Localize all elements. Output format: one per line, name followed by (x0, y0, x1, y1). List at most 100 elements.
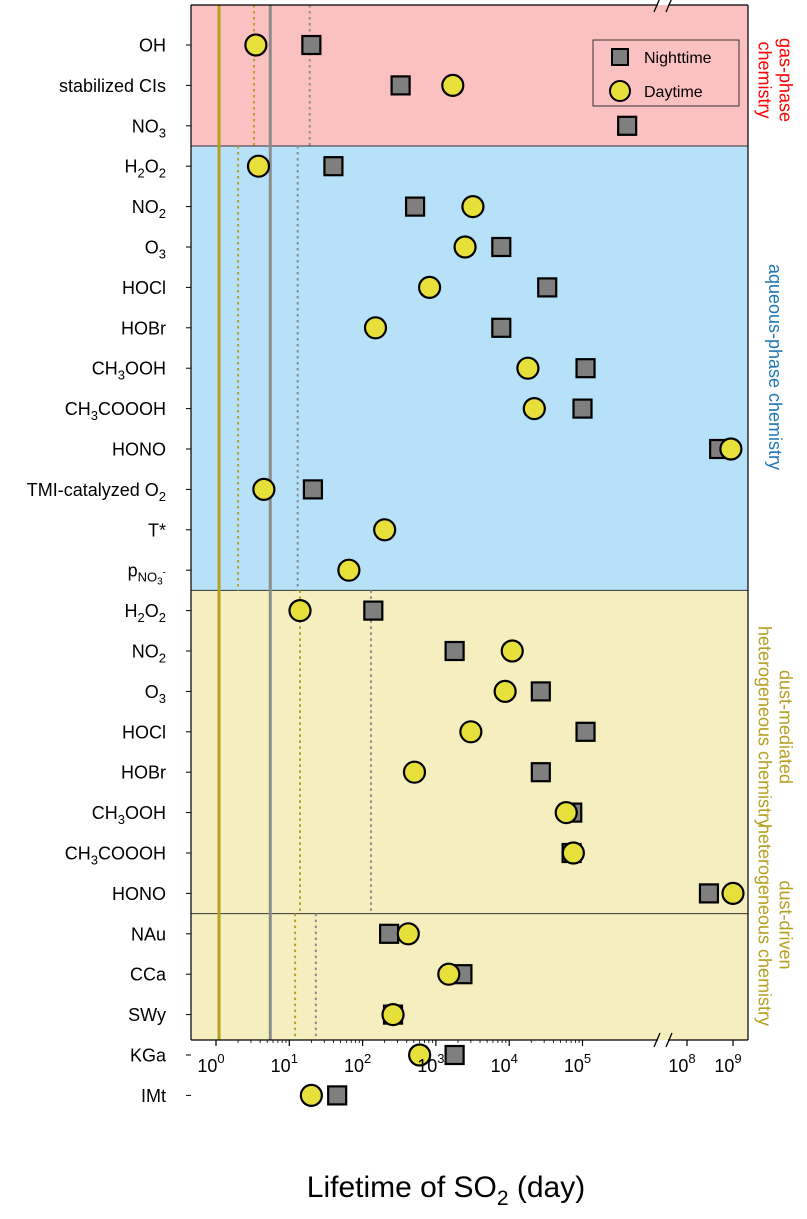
legend-square-marker (611, 48, 629, 66)
daytime-point (459, 720, 483, 744)
nighttime-point (379, 923, 400, 944)
region-background (191, 590, 748, 914)
row-label: HONO (112, 884, 166, 904)
row-label: HOCl (122, 722, 166, 742)
daytime-point (381, 1002, 405, 1027)
nighttime-point (390, 75, 411, 96)
row-label: IMt (141, 1086, 166, 1106)
x-axis-title: Lifetime of SO2 (day) (307, 1171, 585, 1210)
region-label: heterogeneous chemistry (755, 626, 775, 828)
reference-lines (217, 5, 372, 1040)
row-label: pNO3- (128, 561, 166, 588)
daytime-point (244, 33, 268, 57)
plot-frame (190, 0, 749, 1048)
row-label: NAu (131, 924, 166, 944)
nighttime-point (363, 600, 384, 621)
nighttime-point (530, 681, 551, 702)
daytime-point (516, 356, 540, 380)
nighttime-point (575, 358, 596, 379)
daytime-point (288, 598, 312, 623)
daytime-point (554, 800, 578, 825)
x-tick-label: 103 (417, 1051, 444, 1076)
row-label: NO3 (132, 116, 166, 140)
daytime-point (441, 73, 465, 98)
daytime-point (719, 437, 743, 461)
axis-break-mark (653, 0, 660, 13)
nighttime-point (572, 398, 593, 419)
daytime-point (500, 639, 524, 663)
region-label-text: chemistry (755, 41, 775, 118)
nighttime-point (575, 721, 596, 742)
daytime-point (453, 235, 477, 259)
legend-box (592, 39, 740, 107)
x-tick-label: 108 (668, 1051, 695, 1076)
legend-label: Daytime (644, 84, 703, 101)
row-label: stabilized CIs (59, 76, 166, 96)
nighttime-point (530, 762, 551, 783)
x-tick-label: 100 (197, 1051, 224, 1076)
row-label: SWy (128, 1005, 166, 1025)
region-label-text: heterogeneous chemistry (755, 824, 775, 1026)
region-label: chemistry (755, 41, 775, 118)
region-label: gas-phase (776, 38, 796, 122)
daytime-point (396, 922, 420, 946)
region-label-text: aqueous-phase chemistry (765, 264, 785, 470)
row-label: HOCl (122, 278, 166, 298)
nighttime-point (444, 1044, 465, 1066)
axis-break-mark (665, 0, 672, 13)
daytime-point (246, 154, 271, 178)
nighttime-point (404, 196, 426, 217)
daytime-point (363, 316, 388, 340)
region-label: heterogeneous chemistry (755, 824, 775, 1026)
region-label-text: dust-mediated (776, 670, 796, 784)
row-label: CH3COOOH (65, 844, 166, 868)
row-label: CCa (130, 965, 167, 985)
data-markers (244, 33, 745, 1108)
axis-break-mark (653, 1032, 661, 1048)
row-label: OH (139, 36, 166, 56)
row-label: T* (148, 520, 166, 540)
nighttime-point (444, 640, 465, 662)
nighttime-point (537, 277, 558, 298)
legend-label: Nighttime (644, 50, 712, 67)
region-background (191, 146, 748, 591)
daytime-point (408, 1043, 432, 1067)
x-tick-label: 109 (714, 1051, 741, 1076)
x-tick-label: 101 (271, 1051, 298, 1076)
row-label: O3 (145, 682, 166, 706)
daytime-point (337, 558, 361, 582)
row-label: CH3OOH (92, 359, 166, 383)
row-label: TMI-catalyzed O2 (27, 480, 166, 504)
nighttime-point (491, 317, 512, 338)
row-label: H2O2 (125, 157, 166, 181)
row-label: NO2 (132, 197, 166, 221)
region-label-text: heterogeneous chemistry (755, 626, 775, 828)
daytime-point (522, 397, 546, 421)
row-label: O3 (145, 238, 166, 262)
daytime-point (561, 841, 585, 865)
region-background (191, 5, 748, 146)
region-label: dust-driven (776, 880, 796, 969)
daytime-point (373, 518, 397, 542)
row-label: H2O2 (125, 601, 166, 625)
row-label: HOBr (121, 318, 166, 338)
row-label: HONO (112, 440, 166, 460)
daytime-point (299, 1083, 323, 1108)
nighttime-point (327, 1085, 348, 1106)
nighttime-point (698, 883, 720, 904)
row-labels: OH stabilized CIs NO3 H2O2 NO2 O3 HOCl HOBr CH3O… (27, 36, 191, 1106)
row-label: CH3COOOH (65, 399, 166, 423)
row-label: NO2 (132, 642, 166, 666)
daytime-point (417, 275, 442, 299)
daytime-point (402, 760, 427, 784)
legend: Nighttime Daytime (592, 39, 740, 107)
x-tick-label: 104 (491, 1051, 518, 1076)
axis-break-mark (665, 1032, 673, 1048)
daytime-point (437, 962, 461, 986)
legend-circle-marker (609, 80, 631, 102)
region-label: dust-mediated (776, 670, 796, 784)
nighttime-point (323, 156, 344, 177)
row-label: CH3OOH (92, 803, 166, 827)
